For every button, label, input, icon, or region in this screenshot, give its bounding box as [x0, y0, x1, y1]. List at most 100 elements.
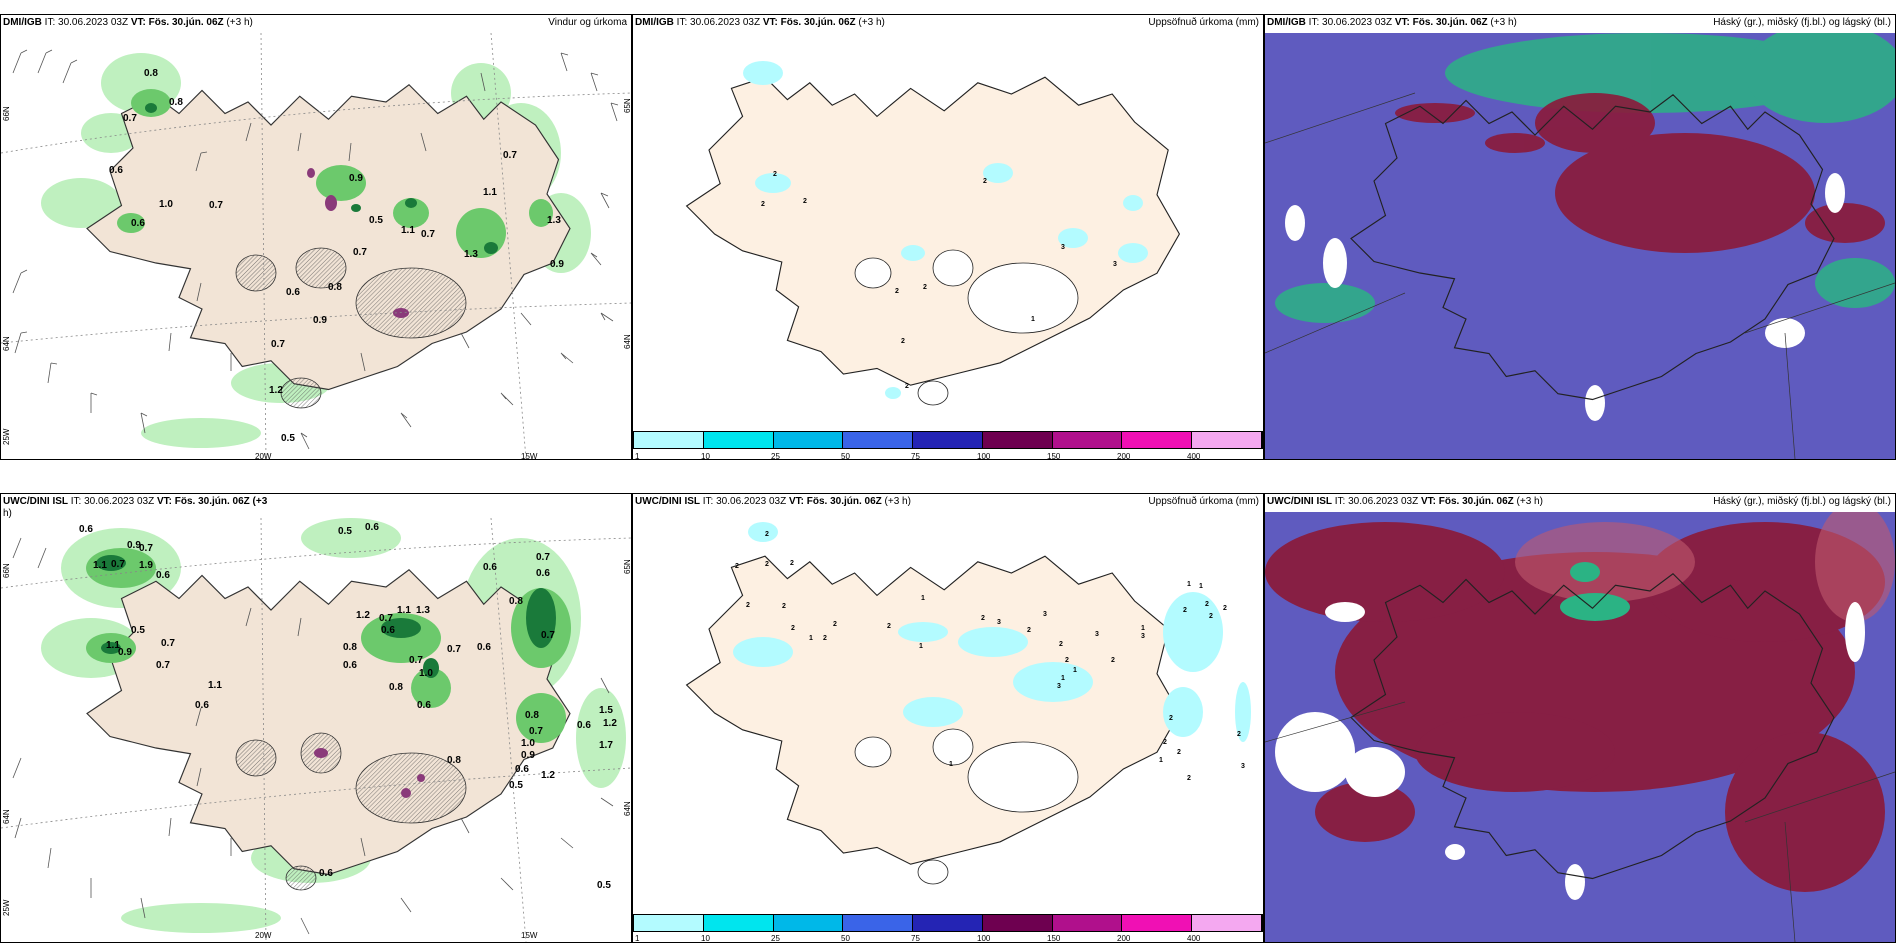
valid-time-label: VT:: [1420, 496, 1436, 507]
precip-colorbar: [633, 431, 1263, 449]
precip-label: 0.7: [123, 113, 137, 124]
graticule: [1, 518, 631, 942]
precip-label: 0.7: [409, 655, 423, 666]
precip-label: 1.1: [401, 225, 415, 236]
precip-label: 0.7: [139, 543, 153, 554]
precip-label: 0.5: [509, 780, 523, 791]
lead-time: (+3 h): [1513, 496, 1543, 507]
precip-label: 2: [1111, 657, 1115, 664]
colorbar-swatch: [634, 915, 704, 931]
valid-time: Fös. 30.jún. 06Z (+3: [171, 496, 268, 507]
colorbar-tick: 400: [1187, 452, 1201, 460]
precip-label: 0.5: [281, 433, 295, 444]
precip-label: 2: [1205, 601, 1209, 608]
lat-label-65n-right: 65N: [623, 98, 632, 113]
precip-label: 0.9: [313, 315, 327, 326]
precip-label: 1.3: [547, 215, 561, 226]
lat-label-64n-right: 64N: [623, 334, 632, 349]
colorbar-swatch: [1192, 432, 1263, 448]
colorbar-tick: 100: [977, 452, 991, 460]
panel-title: Háský (gr.), miðský (fj.bl.) og lágský (…: [1713, 17, 1891, 28]
glacier-hatch-icon: [235, 247, 467, 409]
valid-time-label: VT:: [130, 17, 146, 28]
colorbar-swatch: [1122, 915, 1193, 931]
accum-precip-labels: 2 2 2 2 3 3 2 2 1 2 2: [761, 171, 1117, 390]
precip-label: 2: [765, 531, 769, 538]
valid-time: Fös. 30.jún. 06Z: [803, 496, 882, 507]
precip-label: 0.5: [369, 215, 383, 226]
precip-label: 1: [1187, 581, 1191, 588]
panel-accum-precip-dmi: DMI/IGB IT: 30.06.2023 03Z VT: Fös. 30.j…: [632, 14, 1264, 460]
panel-clouds-dmi: DMI/IGB IT: 30.06.2023 03Z VT: Fös. 30.j…: [1264, 14, 1896, 460]
precip-label: 1: [919, 643, 923, 650]
init-time: IT: 30.06.2023 03Z: [41, 17, 131, 28]
precip-label: 0.7: [503, 150, 517, 161]
precip-label: 3: [1141, 633, 1145, 640]
precip-label: 2: [1163, 739, 1167, 746]
precip-label: 1.1: [397, 605, 411, 616]
panel-header: DMI/IGB IT: 30.06.2023 03Z VT: Fös. 30.j…: [1267, 17, 1517, 29]
precip-label: 0.6: [131, 218, 145, 229]
precip-label: 0.6: [365, 522, 379, 533]
precip-label: 3: [1043, 611, 1047, 618]
panel-wind-precip-dmi: DMI/IGB IT: 30.06.2023 03Z VT: Fös. 30.j…: [0, 14, 632, 460]
precip-label: 2: [981, 615, 985, 622]
precip-label: 1.1: [93, 560, 107, 571]
precip-label: 2: [735, 563, 739, 570]
colorbar-tick: 10: [701, 934, 710, 943]
precip-label: 0.9: [521, 750, 535, 761]
panel-title: Vindur og úrkoma: [548, 17, 627, 28]
panel-title: Háský (gr.), miðský (fj.bl.) og lágský (…: [1713, 496, 1891, 507]
colorbar-swatch: [982, 432, 1053, 448]
precip-label: 0.9: [349, 173, 363, 184]
precip-label: 1.2: [603, 718, 617, 729]
colorbar-tick: 200: [1117, 934, 1131, 943]
precip-colorbar: [633, 914, 1263, 932]
precip-label: 2: [1237, 731, 1241, 738]
precip-label: 1: [1199, 583, 1203, 590]
model-source: UWC/DINI ISL: [3, 496, 68, 507]
precip-label: 0.7: [529, 726, 543, 737]
colorbar-swatch: [1052, 915, 1123, 931]
colorbar-swatch: [843, 915, 914, 931]
colorbar-swatch: [1052, 432, 1123, 448]
colorbar-swatch: [634, 432, 704, 448]
precip-label: 0.7: [111, 559, 125, 570]
precip-label: 1.0: [521, 738, 535, 749]
precip-label: 0.8: [525, 710, 539, 721]
clouds-map: [1265, 33, 1895, 459]
precip-label: 0.6: [577, 720, 591, 731]
precip-label: 2: [1187, 775, 1191, 782]
colorbar-tick: 50: [841, 452, 850, 460]
precip-label: 2: [765, 561, 769, 568]
colorbar-swatch: [703, 915, 774, 931]
lead-time: (+3 h): [223, 17, 253, 28]
colorbar-tick: 400: [1187, 934, 1201, 943]
cloud-high-green: [1560, 562, 1630, 621]
precip-label: 0.6: [79, 524, 93, 535]
precip-label: 1.5: [599, 705, 613, 716]
precip-label: 3: [1113, 261, 1117, 268]
wind-barb-icon: [12, 49, 619, 450]
lat-label-25w: 25W: [2, 899, 11, 916]
model-source: UWC/DINI ISL: [1267, 496, 1332, 507]
precip-label: 2: [1169, 715, 1173, 722]
precip-label: 0.6: [156, 570, 170, 581]
cloud-low: [1275, 602, 1865, 900]
precip-label: 0.7: [353, 247, 367, 258]
precip-label: 1: [949, 761, 953, 768]
precip-label: 0.6: [477, 642, 491, 653]
precip-label: 0.7: [421, 229, 435, 240]
precip-label: 0.5: [597, 880, 611, 891]
precip-label: 3: [1095, 631, 1099, 638]
graticule: [1, 33, 631, 459]
precip-label: 0.8: [144, 68, 158, 79]
precip-label: 2: [1177, 749, 1181, 756]
precip-label: 2: [1027, 627, 1031, 634]
colorbar-tick: 150: [1047, 934, 1061, 943]
valid-time: Fös. 30.jún. 06Z: [1409, 17, 1488, 28]
lead-time: h): [3, 508, 12, 519]
panel-header: UWC/DINI ISL IT: 30.06.2023 03Z VT: Fös.…: [3, 496, 303, 520]
precip-label: 2: [905, 383, 909, 390]
lat-label-66n: 66N: [2, 563, 11, 578]
